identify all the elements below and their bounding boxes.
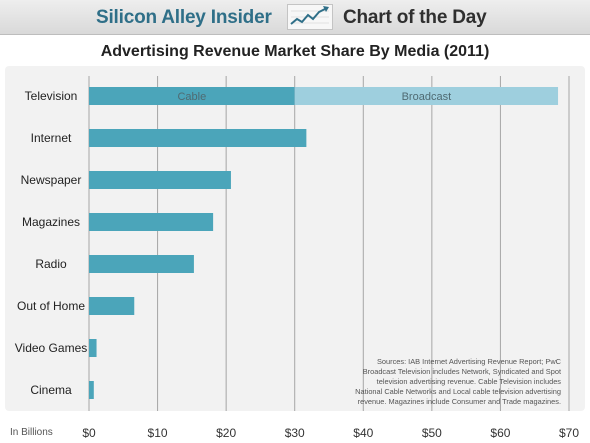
category-label: Cinema <box>30 383 72 397</box>
category-label: Magazines <box>22 215 80 229</box>
chart-of-the-day-label: Chart of the Day <box>343 7 487 28</box>
x-tick-label: $50 <box>422 426 442 440</box>
bar <box>89 297 135 315</box>
x-tick-label: $60 <box>490 426 510 440</box>
bar <box>89 339 97 357</box>
bar <box>89 129 307 147</box>
sources-note: Sources: IAB Internet Advertising Revenu… <box>355 357 561 406</box>
bar <box>89 213 214 231</box>
bar <box>89 171 231 189</box>
chart-title: Advertising Revenue Market Share By Medi… <box>100 43 490 60</box>
bar <box>89 381 94 399</box>
segment-label: Cable <box>177 91 206 103</box>
x-tick-label: $30 <box>285 426 305 440</box>
header-banner: Silicon Alley Insider Chart of the Day <box>0 0 590 35</box>
category-label: Television <box>25 89 78 103</box>
x-tick-label: $0 <box>82 426 96 440</box>
x-tick-label: $10 <box>148 426 168 440</box>
bar-segment-broadcast <box>294 87 559 105</box>
x-tick-label: $20 <box>216 426 236 440</box>
category-label: Internet <box>31 131 72 145</box>
bar <box>89 255 194 273</box>
brand-name: Silicon Alley Insider <box>96 7 272 28</box>
category-label: Radio <box>35 257 67 271</box>
segment-label: Broadcast <box>402 91 452 103</box>
x-axis-unit-label: In Billions <box>10 427 53 438</box>
category-label: Newspaper <box>21 173 82 187</box>
bar-segment-cable <box>89 87 295 105</box>
rising-line-chart-icon <box>287 4 333 30</box>
category-label: Video Games <box>15 341 88 355</box>
x-tick-label: $70 <box>559 426 579 440</box>
x-tick-label: $40 <box>353 426 373 440</box>
category-label: Out of Home <box>17 299 85 313</box>
